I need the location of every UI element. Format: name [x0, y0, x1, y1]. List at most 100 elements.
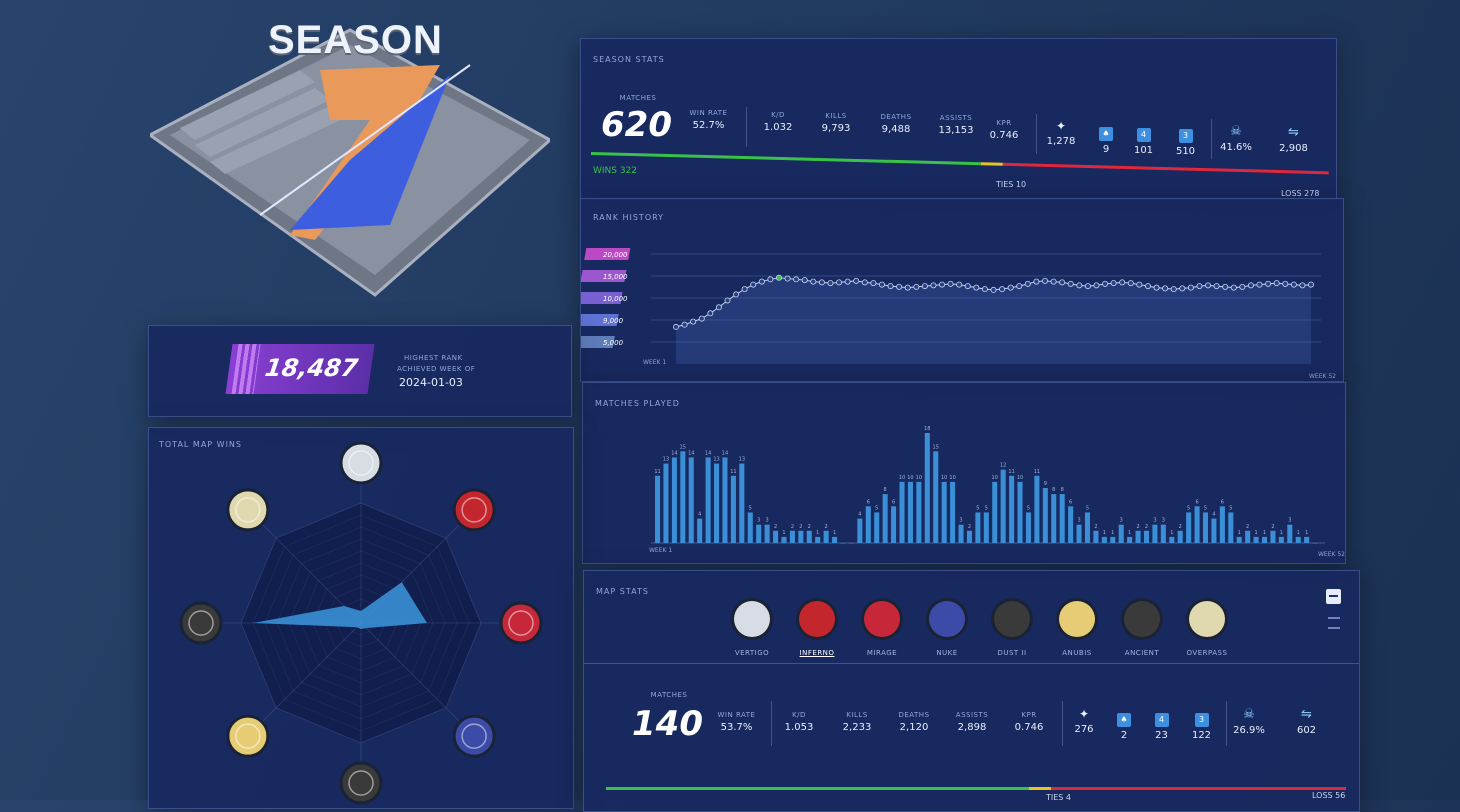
matches-bar-label: 15	[933, 444, 939, 450]
rank-point	[690, 318, 697, 325]
map-tab-anubis[interactable]: ANUBIS	[1047, 599, 1107, 661]
rank-point	[1119, 279, 1126, 286]
matches-played-title: MATCHES PLAYED	[595, 399, 680, 408]
matches-bar-label: 5	[749, 505, 752, 511]
map-tab-dust-ii[interactable]: DUST II	[982, 599, 1042, 661]
handshake-stat: ⇋ 2,908	[1271, 125, 1316, 154]
matches-bar	[899, 481, 905, 543]
map-headshot-value: 26.9%	[1233, 725, 1265, 736]
map-ties-label: TIES 4	[1046, 793, 1072, 802]
rank-point	[1265, 280, 1272, 287]
matches-bar	[916, 481, 922, 543]
rank-point	[1282, 280, 1289, 287]
matches-bar-label: 3	[1162, 518, 1165, 524]
map-triples-value: 122	[1191, 730, 1212, 741]
matches-value: 620	[601, 105, 672, 145]
matches-bar	[983, 512, 989, 543]
wins-segment	[606, 787, 1029, 790]
map-tab-mirage[interactable]: MIRAGE	[852, 599, 912, 661]
map-handshake-stat: ⇋ 602	[1284, 707, 1329, 736]
rank-point	[818, 279, 825, 286]
matches-bar-label: 2	[808, 524, 811, 530]
matches-bar	[1278, 536, 1284, 543]
map-emblem-icon	[799, 601, 835, 637]
quad-kill-icon: 4	[1154, 713, 1169, 727]
matches-bar	[1304, 536, 1310, 543]
matches-bar-label: 11	[654, 469, 660, 475]
map-kills-label: KILLS	[846, 711, 868, 719]
deaths-value: 9,488	[881, 124, 911, 135]
map-emblem-icon	[994, 601, 1030, 637]
collapse-button[interactable]	[1326, 589, 1341, 604]
radar-axis	[261, 622, 362, 723]
rank-point	[775, 274, 782, 281]
matches-bar	[1194, 506, 1200, 543]
rank-point	[758, 278, 765, 285]
matches-bar	[1169, 536, 1175, 543]
map-tab-nuke[interactable]: NUKE	[917, 599, 977, 661]
matches-played-panel: MATCHES PLAYED 11 13 14 15 14 4 14 13 14 11 13 5 3 3 2…	[582, 382, 1346, 564]
map-deaths-stat: DEATHS 2,120	[884, 711, 944, 733]
quad-kill-icon: 4	[1136, 128, 1151, 142]
map-matches-label: MATCHES	[650, 691, 688, 699]
headshot-value: 41.6%	[1220, 142, 1252, 153]
map-emblem-icon	[929, 601, 965, 637]
rank-history-chart: 20,000 15,000 10,000 9,000 5,000	[581, 248, 1321, 364]
matches-bar	[663, 463, 669, 543]
more-icon[interactable]	[1328, 617, 1340, 629]
matches-bar	[1160, 524, 1166, 543]
matches-bar-label: 2	[1136, 524, 1139, 530]
matches-bar-label: 2	[1145, 524, 1148, 530]
matches-bar	[958, 524, 964, 543]
map-emblem-icon	[226, 714, 270, 758]
triple-kill-icon: 3	[1194, 713, 1209, 727]
rank-point	[1205, 282, 1212, 289]
matches-bar	[1177, 530, 1183, 543]
matches-bar-label: 10	[949, 475, 955, 481]
matches-bar-label: 5	[1229, 505, 1232, 511]
matches-bar	[891, 506, 897, 543]
matches-bar	[1228, 512, 1234, 543]
rank-history-title: RANK HISTORY	[593, 213, 665, 222]
map-tab-vertigo[interactable]: VERTIGO	[722, 599, 782, 661]
map-emblem-icon	[1059, 601, 1095, 637]
rank-point	[853, 277, 860, 284]
kpr-stat: KPR 0.746	[979, 119, 1029, 141]
rank-point	[930, 282, 937, 289]
map-aces-stat: ♠ 2	[1109, 707, 1139, 741]
map-emblem-icon	[452, 714, 496, 758]
rank-tier-label: 15,000	[603, 273, 628, 281]
matches-bar	[1068, 506, 1074, 543]
rank-tier-label: 5,000	[603, 339, 624, 347]
matches-bar-label: 5	[1204, 505, 1207, 511]
rank-point	[1084, 283, 1091, 290]
matches-bar-label: 14	[722, 450, 728, 456]
map-emblem-icon	[734, 601, 770, 637]
matches-bar-label: 1	[1297, 530, 1300, 536]
matches-bar	[773, 530, 779, 543]
matches-bar	[832, 536, 838, 543]
rank-point	[827, 280, 834, 287]
rank-point	[793, 276, 800, 283]
triples-stat: 3 510	[1168, 123, 1203, 157]
losses-segment	[1002, 162, 1329, 175]
map-tab-ancient[interactable]: ANCIENT	[1112, 599, 1172, 661]
season-title: SEASON	[268, 18, 443, 62]
map-tab-overpass[interactable]: OVERPASS	[1177, 599, 1237, 661]
matches-bar-label: 1	[1238, 530, 1241, 536]
matches-bar	[950, 481, 956, 543]
map-wins-radar-chart	[179, 441, 543, 805]
matches-bar	[907, 481, 913, 543]
matches-bar	[1059, 494, 1065, 543]
map-assists-stat: ASSISTS 2,898	[942, 711, 1002, 733]
winrate-label: WIN RATE	[689, 109, 728, 117]
map-tab-inferno[interactable]: INFERNO	[787, 599, 847, 661]
matches-bar-label: 1	[1263, 530, 1266, 536]
triple-kill-icon: 3	[1178, 129, 1193, 143]
highest-rank-badge: 18,487	[225, 344, 375, 394]
matches-bar	[857, 518, 863, 543]
divider	[746, 107, 747, 147]
highest-rank-panel: 18,487 HIGHEST RANK ACHIEVED WEEK OF 202…	[148, 325, 572, 417]
matches-bar	[1076, 524, 1082, 543]
matches-bar-label: 8	[1052, 487, 1055, 493]
